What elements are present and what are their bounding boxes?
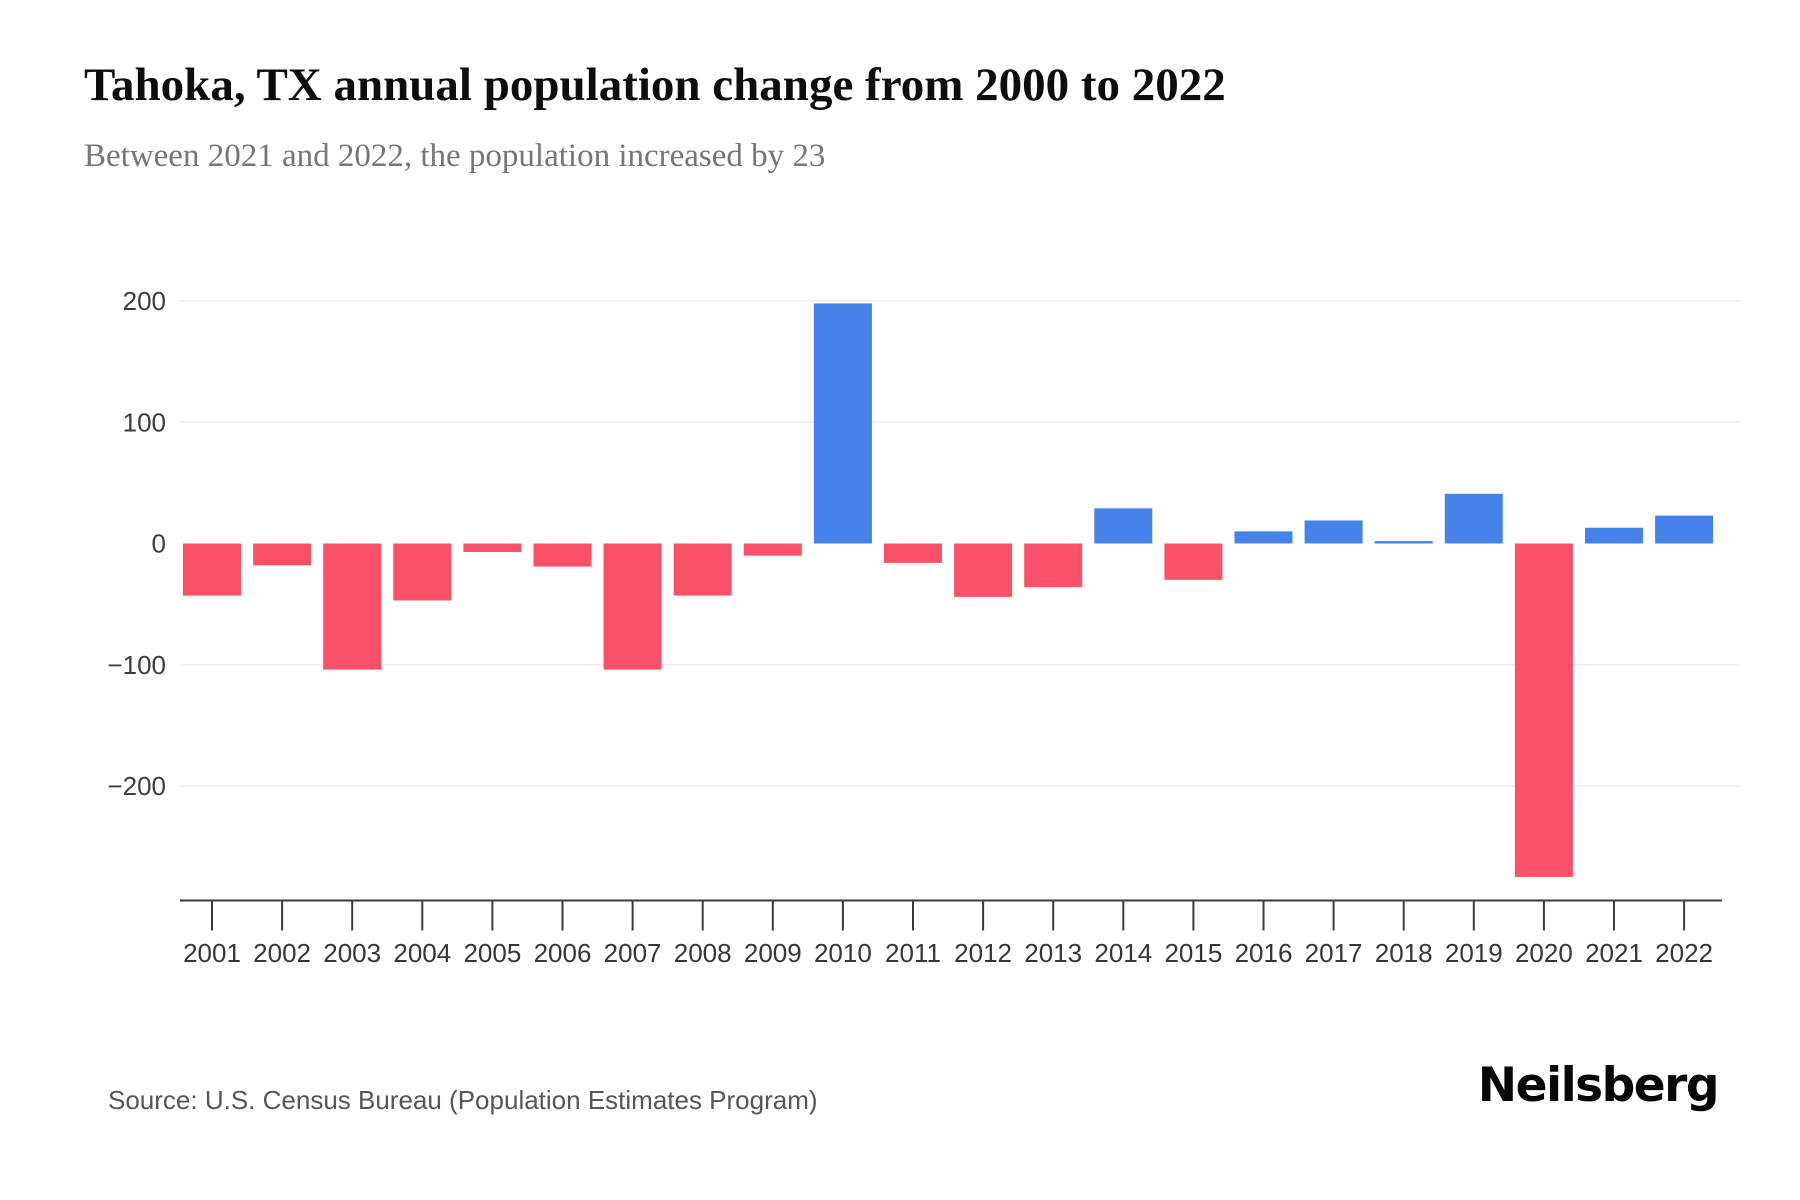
x-tick-label-2012: 2012 [954,938,1012,968]
x-tick-label-2005: 2005 [463,938,521,968]
x-tick-label-2015: 2015 [1164,938,1222,968]
bar-2022 [1655,515,1714,544]
y-tick-label-200: 200 [123,286,166,316]
y-tick-label--100: −100 [107,650,166,680]
bars [183,303,1714,877]
bar-2021 [1585,527,1643,544]
bar-2014 [1094,508,1153,544]
bar-2011 [884,543,942,563]
bar-2013 [1024,543,1083,588]
x-tick-label-2014: 2014 [1094,938,1152,968]
x-tick-label-2016: 2016 [1235,938,1293,968]
x-tick-label-2004: 2004 [393,938,451,968]
y-tick-label-100: 100 [123,407,166,437]
bar-2004 [393,543,452,601]
bar-2003 [323,543,382,670]
x-tick-label-2022: 2022 [1655,938,1713,968]
x-tick-label-2009: 2009 [744,938,802,968]
x-tick-label-2006: 2006 [534,938,592,968]
x-tick-label-2020: 2020 [1515,938,1573,968]
x-tick-label-2011: 2011 [885,938,941,968]
y-tick-label-0: 0 [152,529,166,559]
y-axis-labels: 200 100 0 −100 −200 [107,286,166,801]
x-tick-label-2010: 2010 [814,938,872,968]
bar-2007 [603,543,662,670]
bar-2018 [1374,541,1433,544]
bar-2010 [813,303,872,544]
bar-2017 [1304,520,1363,544]
x-axis: 2001 2002 2003 2004 2005 2006 2007 2008 2009 2010… [180,899,1722,968]
bar-2006 [533,543,592,567]
x-tick-label-2001: 2001 [183,938,241,968]
source-note: Source: U.S. Census Bureau (Population E… [108,1085,818,1115]
x-tick-label-2007: 2007 [604,938,662,968]
bar-2015 [1164,543,1223,580]
brand-logo[interactable]: Neilsberg [1477,1058,1720,1113]
bar-2008 [673,543,732,596]
x-tick-label-2013: 2013 [1024,938,1082,968]
bar-2020 [1514,543,1573,877]
bar-2001 [183,543,241,596]
bar-2012 [954,543,1013,597]
x-tick-label-2003: 2003 [323,938,381,968]
x-tick-label-2018: 2018 [1375,938,1433,968]
bar-2009 [743,543,802,556]
x-tick-label-2021: 2021 [1585,938,1643,968]
x-tick-label-2002: 2002 [253,938,311,968]
gridlines [180,300,1740,787]
bar-2019 [1444,493,1503,544]
bar-2002 [253,543,312,566]
bar-2016 [1234,531,1293,544]
chart-title: Tahoka, TX annual population change from… [84,59,1226,111]
x-tick-label-2017: 2017 [1305,938,1363,968]
bar-2005 [463,543,522,552]
x-tick-label-2008: 2008 [674,938,732,968]
x-tick-label-2019: 2019 [1445,938,1503,968]
y-tick-label--200: −200 [107,771,166,801]
chart-subtitle: Between 2021 and 2022, the population in… [84,138,826,174]
